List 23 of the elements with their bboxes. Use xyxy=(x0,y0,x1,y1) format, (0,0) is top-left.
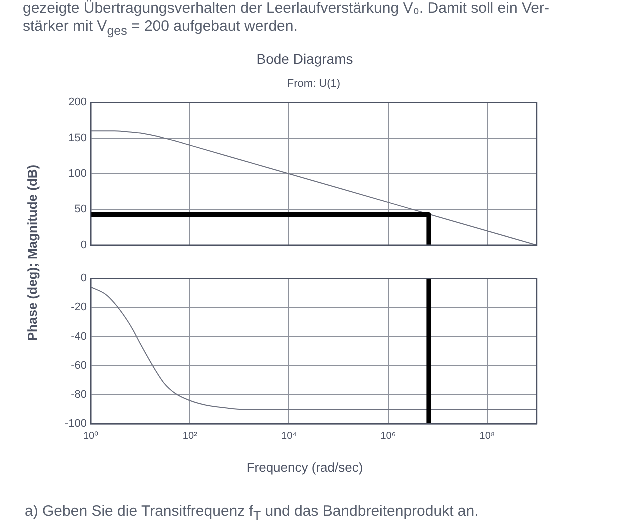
chart-title: Bode Diagrams xyxy=(256,51,354,68)
x-tick-label: 10² xyxy=(182,430,198,442)
y-tick-label: -40 xyxy=(71,330,87,343)
y-tick-label: -80 xyxy=(71,388,87,401)
y-axis-title: Phase (deg); Magnitude (dB) xyxy=(25,164,41,344)
y-tick-label: -100 xyxy=(64,418,87,430)
text: stärker mit V$_{ges}$ = 200 aufgebaut werden. xyxy=(23,18,298,40)
text: a) Geben Sie die Transitfrequenz f$_{T}$ und das Bandbreitenprodukt an. xyxy=(25,503,479,525)
text: gezeigte Übertragungsverhalten der Leerlaufverstärkung V₀. Damit soll ein Ver- xyxy=(23,0,550,17)
x-tick-label: 10⁶ xyxy=(380,430,396,442)
y-tick-label: -60 xyxy=(71,360,87,372)
chart-subtitle: From: U(1) xyxy=(286,77,342,91)
y-tick-label: -20 xyxy=(71,302,87,314)
x-tick-label: 10⁴ xyxy=(282,430,297,442)
x-axis-title: Frequency (rad/sec) xyxy=(246,460,364,476)
y-tick-label: 150 xyxy=(68,132,87,144)
y-tick-label: 200 xyxy=(68,96,87,109)
y-tick-label: 100 xyxy=(68,168,87,180)
y-tick-label: 50 xyxy=(74,204,87,216)
x-tick-label: 10⁸ xyxy=(480,430,496,442)
x-tick-label: 10⁰ xyxy=(83,430,99,442)
y-tick-label: 0 xyxy=(80,272,87,285)
y-tick-label: 0 xyxy=(80,239,87,252)
